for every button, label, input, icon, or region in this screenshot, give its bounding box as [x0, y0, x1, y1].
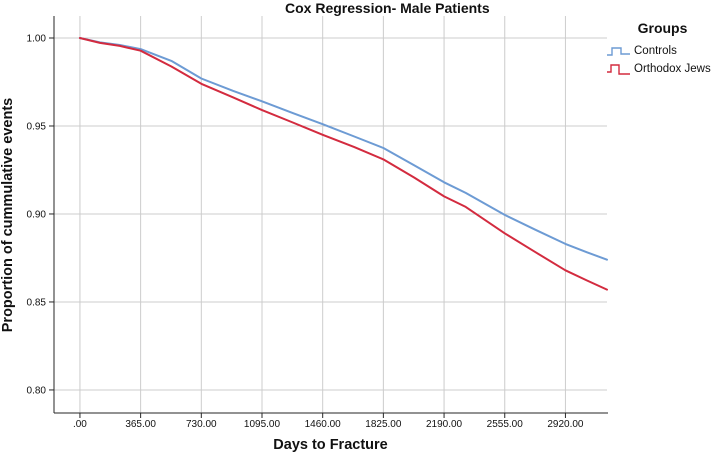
- x-axis-title: Days to Fracture: [273, 437, 388, 453]
- x-tick-label: 1825.00: [365, 419, 402, 430]
- x-tick-label: 2920.00: [547, 419, 584, 430]
- chart-title: Cox Regression- Male Patients: [285, 0, 490, 16]
- curve-controls: [78, 37, 608, 261]
- x-tick-label: 2190.00: [426, 419, 463, 430]
- legend: Groups Controls Orthodox Jews: [606, 20, 719, 80]
- x-tick-label: .00: [73, 419, 87, 430]
- x-tick-label: 1095.00: [244, 419, 281, 430]
- legend-title: Groups: [637, 20, 688, 36]
- y-axis-title: Proportion of cummulative events: [0, 97, 16, 333]
- x-tick-label: 1460.00: [305, 419, 342, 430]
- y-tick-label: 0.90: [27, 209, 47, 220]
- y-tick-label: 0.85: [27, 297, 47, 308]
- y-tick-label: 0.80: [27, 385, 47, 396]
- step-line-icon: [607, 64, 630, 75]
- curve-orthodox-jews: [78, 37, 608, 291]
- legend-items: Controls Orthodox Jews: [606, 44, 719, 76]
- y-tick-label: 0.95: [27, 121, 47, 132]
- legend-item-label: Controls: [634, 45, 677, 57]
- x-tick-label: 730.00: [186, 419, 217, 430]
- x-tick-label: 365.00: [125, 419, 156, 430]
- x-tick-label: 2555.00: [487, 419, 524, 430]
- step-line-icon: [607, 47, 630, 56]
- y-tick-label: 1.00: [27, 33, 47, 44]
- legend-item-controls: Controls: [606, 44, 719, 58]
- legend-item-label: Orthodox Jews: [634, 63, 711, 75]
- legend-item-orthodox-jews: Orthodox Jews: [606, 62, 719, 76]
